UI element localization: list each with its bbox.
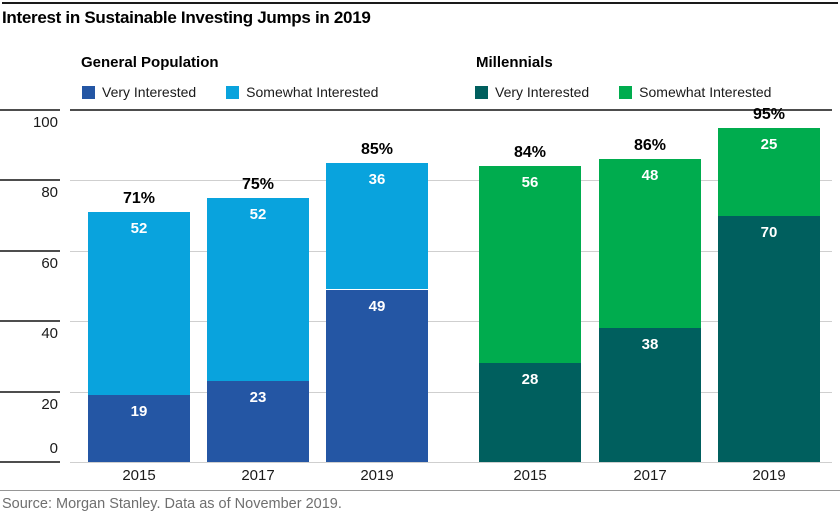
legend-swatch-icon (475, 85, 488, 99)
bar-segment-very-0-1 (207, 381, 309, 462)
value-label-somewhat: 48 (641, 167, 659, 184)
gridline-80 (70, 180, 832, 181)
gridline-20 (70, 392, 832, 393)
source-note: Source: Morgan Stanley. Data as of Novem… (2, 496, 342, 512)
legend-swatch-icon (226, 85, 240, 99)
legend-label: Very Interested (495, 84, 590, 100)
value-label-somewhat: 52 (249, 206, 267, 223)
legend-item-0-1: Somewhat Interested (226, 84, 378, 100)
bar-segment-very-1-0 (479, 363, 581, 462)
value-label-somewhat: 36 (368, 171, 386, 188)
value-label-somewhat: 52 (130, 220, 148, 237)
legend-group-0: Very Interested Somewhat Interested (82, 84, 378, 100)
legend-item-1-1: Somewhat Interested (619, 84, 771, 100)
y-axis-tick-60 (0, 250, 60, 252)
value-label-somewhat: 25 (760, 136, 778, 153)
y-axis-tick-80 (0, 179, 60, 181)
y-axis-tick-40 (0, 320, 60, 322)
top-border-rule (2, 2, 838, 4)
gridline-40 (70, 321, 832, 322)
value-label-very: 38 (641, 336, 659, 353)
source-divider-rule (0, 490, 840, 491)
x-axis-label-0-0: 2015 (122, 467, 156, 484)
x-axis-label-0-2: 2019 (360, 467, 394, 484)
value-label-somewhat: 56 (521, 174, 539, 191)
bar-segment-very-1-1 (599, 328, 701, 462)
total-label-1-1: 86% (633, 137, 667, 154)
y-axis-label-0: 0 (49, 440, 58, 457)
y-axis-label-20: 20 (41, 396, 58, 413)
legend-label: Somewhat Interested (246, 84, 379, 100)
legend-label: Somewhat Interested (639, 84, 772, 100)
y-axis-label-40: 40 (41, 325, 58, 342)
y-axis-label-60: 60 (41, 255, 58, 272)
x-axis-label-0-1: 2017 (241, 467, 275, 484)
bar-segment-somewhat-1-1 (599, 159, 701, 329)
legend-swatch-icon (82, 85, 95, 99)
total-label-1-2: 95% (752, 106, 786, 123)
value-label-very: 19 (130, 403, 148, 420)
total-label-0-1: 75% (241, 176, 275, 193)
legend-item-1-0: Very Interested (475, 84, 589, 100)
value-label-very: 70 (760, 224, 778, 241)
x-axis-label-1-1: 2017 (633, 467, 667, 484)
chart-title: Interest in Sustainable Investing Jumps … (2, 8, 371, 27)
x-axis-label-1-2: 2019 (752, 467, 786, 484)
legend-group-1: Very Interested Somewhat Interested (475, 84, 771, 100)
bar-segment-somewhat-0-0 (88, 212, 190, 396)
y-axis-tick-100 (0, 109, 60, 111)
group-header-0: General Population (81, 54, 219, 71)
legend-label: Very Interested (102, 84, 197, 100)
gridline-100 (70, 109, 832, 111)
bar-segment-somewhat-1-0 (479, 166, 581, 364)
bar-segment-very-0-0 (88, 395, 190, 462)
legend-item-0-0: Very Interested (82, 84, 196, 100)
y-axis-tick-0 (0, 461, 60, 463)
total-label-0-0: 71% (122, 190, 156, 207)
bar-segment-somewhat-0-1 (207, 198, 309, 381)
group-header-1: Millennials (476, 54, 553, 71)
bar-segment-somewhat-1-2 (718, 127, 820, 216)
bar-segment-very-1-2 (718, 215, 820, 462)
y-axis-tick-20 (0, 391, 60, 393)
gridline-60 (70, 251, 832, 252)
total-label-0-2: 85% (360, 141, 394, 158)
x-axis-label-1-0: 2015 (513, 467, 547, 484)
y-axis-label-100: 100 (32, 114, 58, 131)
value-label-very: 49 (368, 298, 386, 315)
value-label-very: 23 (249, 389, 267, 406)
gridline-0 (70, 462, 832, 463)
total-label-1-0: 84% (513, 144, 547, 161)
y-axis-label-80: 80 (41, 184, 58, 201)
legend-swatch-icon (619, 85, 633, 99)
bar-segment-somewhat-0-2 (326, 162, 428, 290)
value-label-very: 28 (521, 371, 539, 388)
bar-segment-very-0-2 (326, 289, 428, 462)
